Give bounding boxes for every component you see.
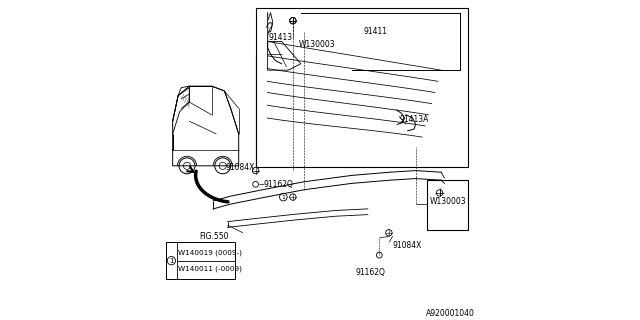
Text: 91162Q: 91162Q	[264, 180, 293, 189]
Text: 91084X: 91084X	[225, 163, 255, 172]
Bar	[427, 180, 468, 229]
Text: 91411: 91411	[363, 28, 387, 36]
Text: 91413: 91413	[269, 34, 293, 43]
Bar	[256, 8, 468, 167]
Text: W140011 (-0009): W140011 (-0009)	[179, 266, 243, 272]
Text: 91084X: 91084X	[392, 241, 422, 250]
Text: W140019 (0009-): W140019 (0009-)	[179, 249, 243, 255]
Text: A920001040: A920001040	[426, 309, 475, 318]
Text: 1: 1	[169, 258, 173, 264]
Text: FIG.550: FIG.550	[200, 232, 229, 241]
Bar	[166, 242, 235, 279]
Text: 1: 1	[282, 195, 285, 200]
Text: 91413A: 91413A	[400, 116, 429, 124]
Text: W130003: W130003	[298, 40, 335, 49]
Text: W130003: W130003	[430, 197, 467, 206]
Text: 91162Q: 91162Q	[355, 268, 385, 277]
